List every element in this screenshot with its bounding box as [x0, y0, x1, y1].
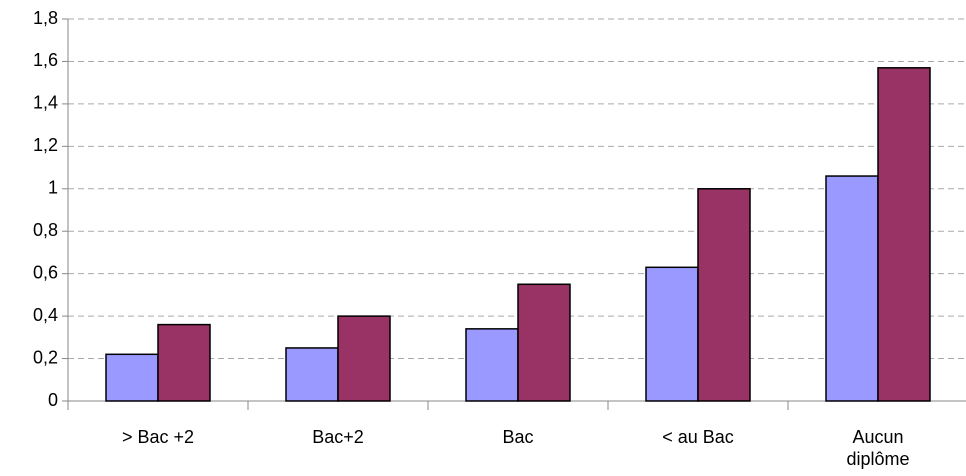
bar	[697, 188, 751, 402]
x-tick-label: < au Bac	[662, 427, 734, 447]
bar	[285, 347, 339, 402]
bar	[465, 328, 519, 402]
y-tick-label: 0	[48, 390, 58, 410]
bar	[825, 175, 879, 402]
y-tick-label: 0,2	[33, 347, 58, 367]
bar	[877, 67, 931, 402]
y-tick-label: 0,8	[33, 220, 58, 240]
y-tick-label: 1	[48, 178, 58, 198]
x-tick-label: Bac	[502, 427, 534, 447]
bar	[157, 323, 211, 402]
y-tick-label: 1,2	[33, 135, 58, 155]
y-tick-label: 0,6	[33, 262, 58, 282]
bar	[337, 315, 391, 402]
y-tick-label: 1,8	[33, 8, 58, 28]
y-tick-label: 1,4	[33, 93, 58, 113]
x-tick-label: Aucun diplôme	[846, 427, 910, 469]
y-tick-label: 1,6	[33, 50, 58, 70]
y-tick-label: 0,4	[33, 305, 58, 325]
bar	[645, 266, 699, 402]
x-tick-label: > Bac +2	[121, 427, 195, 447]
bar	[517, 283, 571, 402]
bar	[105, 353, 159, 402]
x-tick-label: Bac+2	[312, 427, 364, 447]
